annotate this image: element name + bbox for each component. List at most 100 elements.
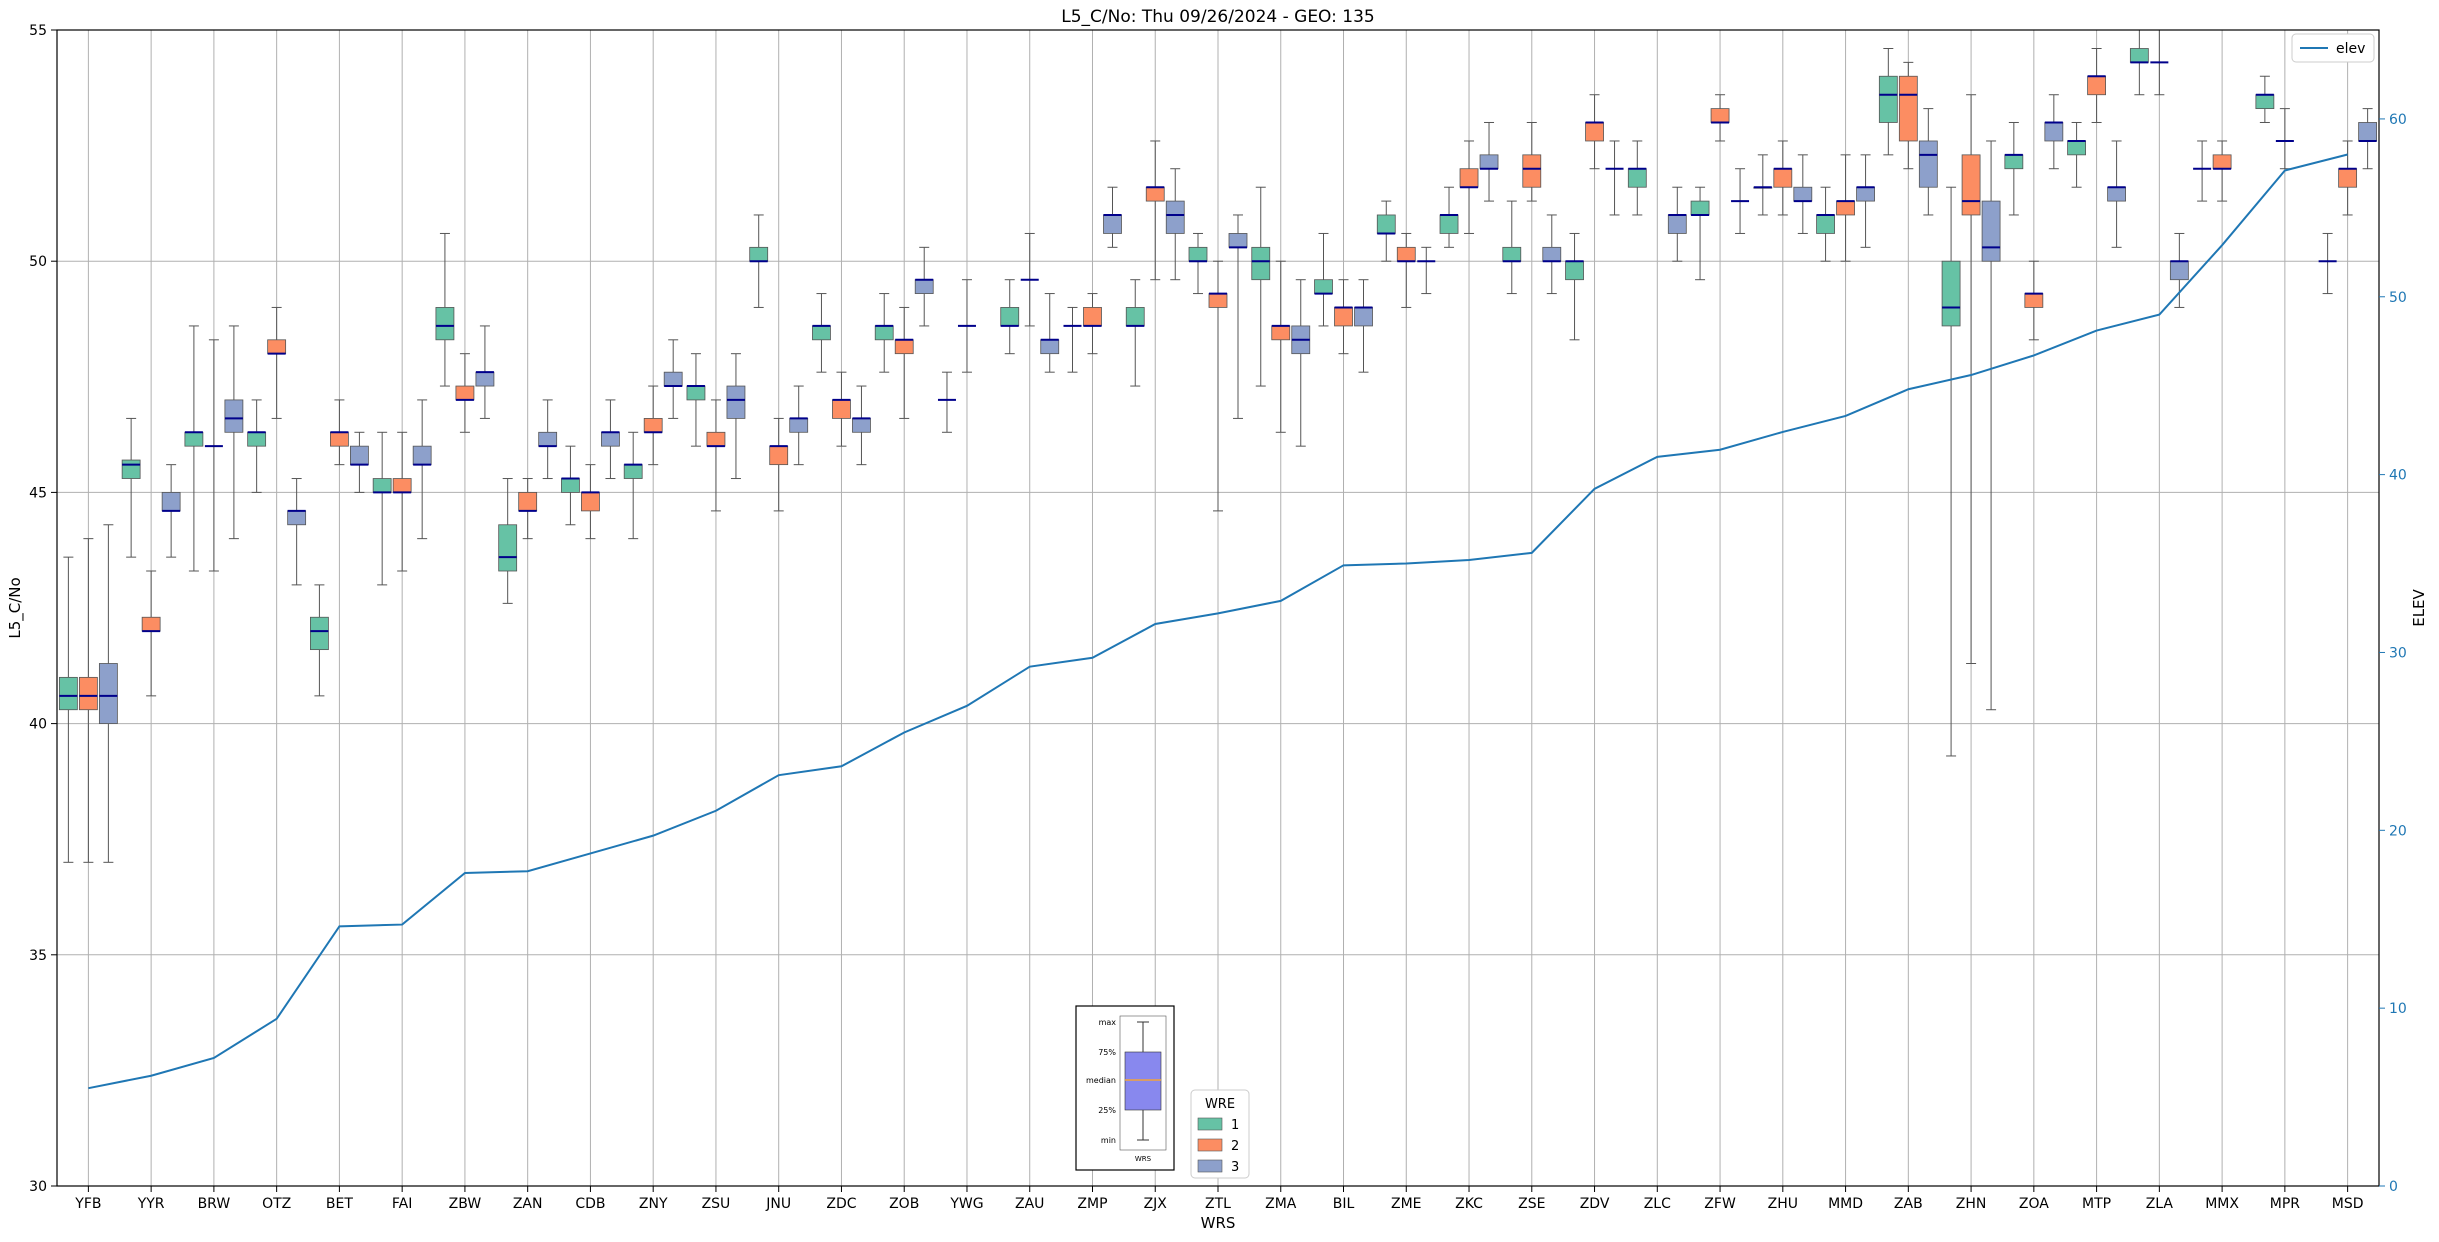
box-body [663,371,683,387]
box-body [455,385,475,401]
marker-1-mmx [2193,140,2212,202]
box-body [643,418,663,433]
box-body [1878,75,1898,123]
box-3-ztl [1228,214,1248,419]
x-tick-label: ZME [1391,1196,1422,1212]
box-3-zoa [2044,94,2064,170]
x-tick-label: ZFW [1704,1196,1736,1212]
box-1-brw [184,325,204,572]
box-body [412,445,432,466]
x-tick-label: CDB [575,1196,605,1212]
box-2-zab [1898,61,1918,170]
x-tick-label: BRW [198,1196,231,1212]
x-tick-label: ZOB [889,1196,919,1212]
box-3-zla [2169,232,2189,308]
wre-legend-box [1190,1089,1250,1179]
x-tick-label: BET [326,1196,353,1212]
y2-tick-label: 60 [2389,112,2407,128]
box-1-mtp [2067,121,2086,188]
x-tick-label: ZAU [1015,1196,1044,1212]
box-body [1627,168,1647,188]
box-3-cdb [601,399,620,480]
x-tick-label: BIL [1333,1196,1355,1212]
box-3-otz [287,478,307,586]
wre-legend-swatch [1197,1138,1223,1152]
box-body [1083,307,1102,327]
x-tick-label: ZLC [1644,1196,1671,1212]
x-tick-label: ZSU [702,1196,731,1212]
x-tick-label: ZJX [1144,1196,1168,1212]
box-body [1271,325,1291,341]
box-body [1710,108,1730,123]
chart-title: L5_C/No: Thu 09/26/2024 - GEO: 135 [1061,7,1374,27]
box-3-zdc [852,385,871,466]
box-body [330,431,349,447]
box-body [894,339,914,355]
box-body [161,491,181,512]
x-tick-label: MMX [2205,1196,2239,1212]
box-3-brw [224,325,244,540]
box-layer [58,29,2378,863]
box-3-zau [1040,293,1060,373]
box-body [2107,186,2126,202]
key-label: min [1101,1136,1116,1145]
x-tick-label: JNU [765,1196,791,1212]
box-3-zkc [1479,121,1499,202]
marker-1-zmp [1063,306,1082,373]
box-1-cdb [561,445,580,526]
box-body [874,325,894,341]
elev-line [88,153,2348,1090]
box-2-zme [1396,232,1416,308]
marker-3-zfw [1731,168,1750,234]
box-2-msd [2338,140,2358,216]
wre-legend-label: 1 [1231,1118,1239,1133]
box-body [1981,200,2001,262]
y-tick-label: 40 [29,717,47,733]
box-3-zhn [1981,140,2001,711]
y-tick-label: 30 [29,1179,47,1195]
box-2-zoa [2024,260,2044,341]
box-2-zma [1271,260,1291,433]
box-body [2169,260,2189,281]
box-1-zfw [1690,186,1710,281]
box-2-zan [518,478,538,540]
box-1-zab [1878,47,1898,156]
box-body [2004,154,2024,170]
box-body [769,445,789,466]
box-body [1773,168,1793,188]
x-tick-label: ZMA [1265,1196,1297,1212]
x-tick-label: YWG [949,1196,983,1212]
marker-2-mpr [2275,108,2294,170]
key-xlabel: WRS [1135,1155,1152,1163]
x-tick-label: MSD [2332,1196,2364,1212]
box-2-mmd [1836,154,1855,262]
box-3-bil [1354,279,1373,373]
box-body [1522,154,1542,188]
marker-1-msd [2318,232,2337,295]
box-2-zob [894,306,914,419]
x-tick-label: ZNY [639,1196,668,1212]
box-1-zme [1376,200,1396,262]
box-1-zoa [2004,121,2024,216]
box-3-zmp [1103,186,1122,248]
box-2-bet [330,399,349,466]
box-body [498,524,518,572]
wre-legend-swatch [1197,1159,1223,1173]
wre-legend-title: WRE [1205,1097,1235,1112]
box-3-zma [1291,279,1311,447]
elev-line-layer [88,153,2348,1090]
box-2-zsu [706,399,726,512]
y2-tick-label: 0 [2389,1179,2398,1195]
x-tick-label: ZHU [1768,1196,1798,1212]
box-body [1000,307,1020,327]
box-3-yyr [161,464,181,558]
box-body [1961,154,1981,216]
box-body [1898,75,1918,142]
key-label: max [1099,1018,1117,1027]
marker-1-ywg [937,371,956,433]
box-body [789,418,809,433]
box-body [1125,307,1145,327]
box-body [1145,186,1165,202]
box-1-zhn [1941,186,1961,757]
